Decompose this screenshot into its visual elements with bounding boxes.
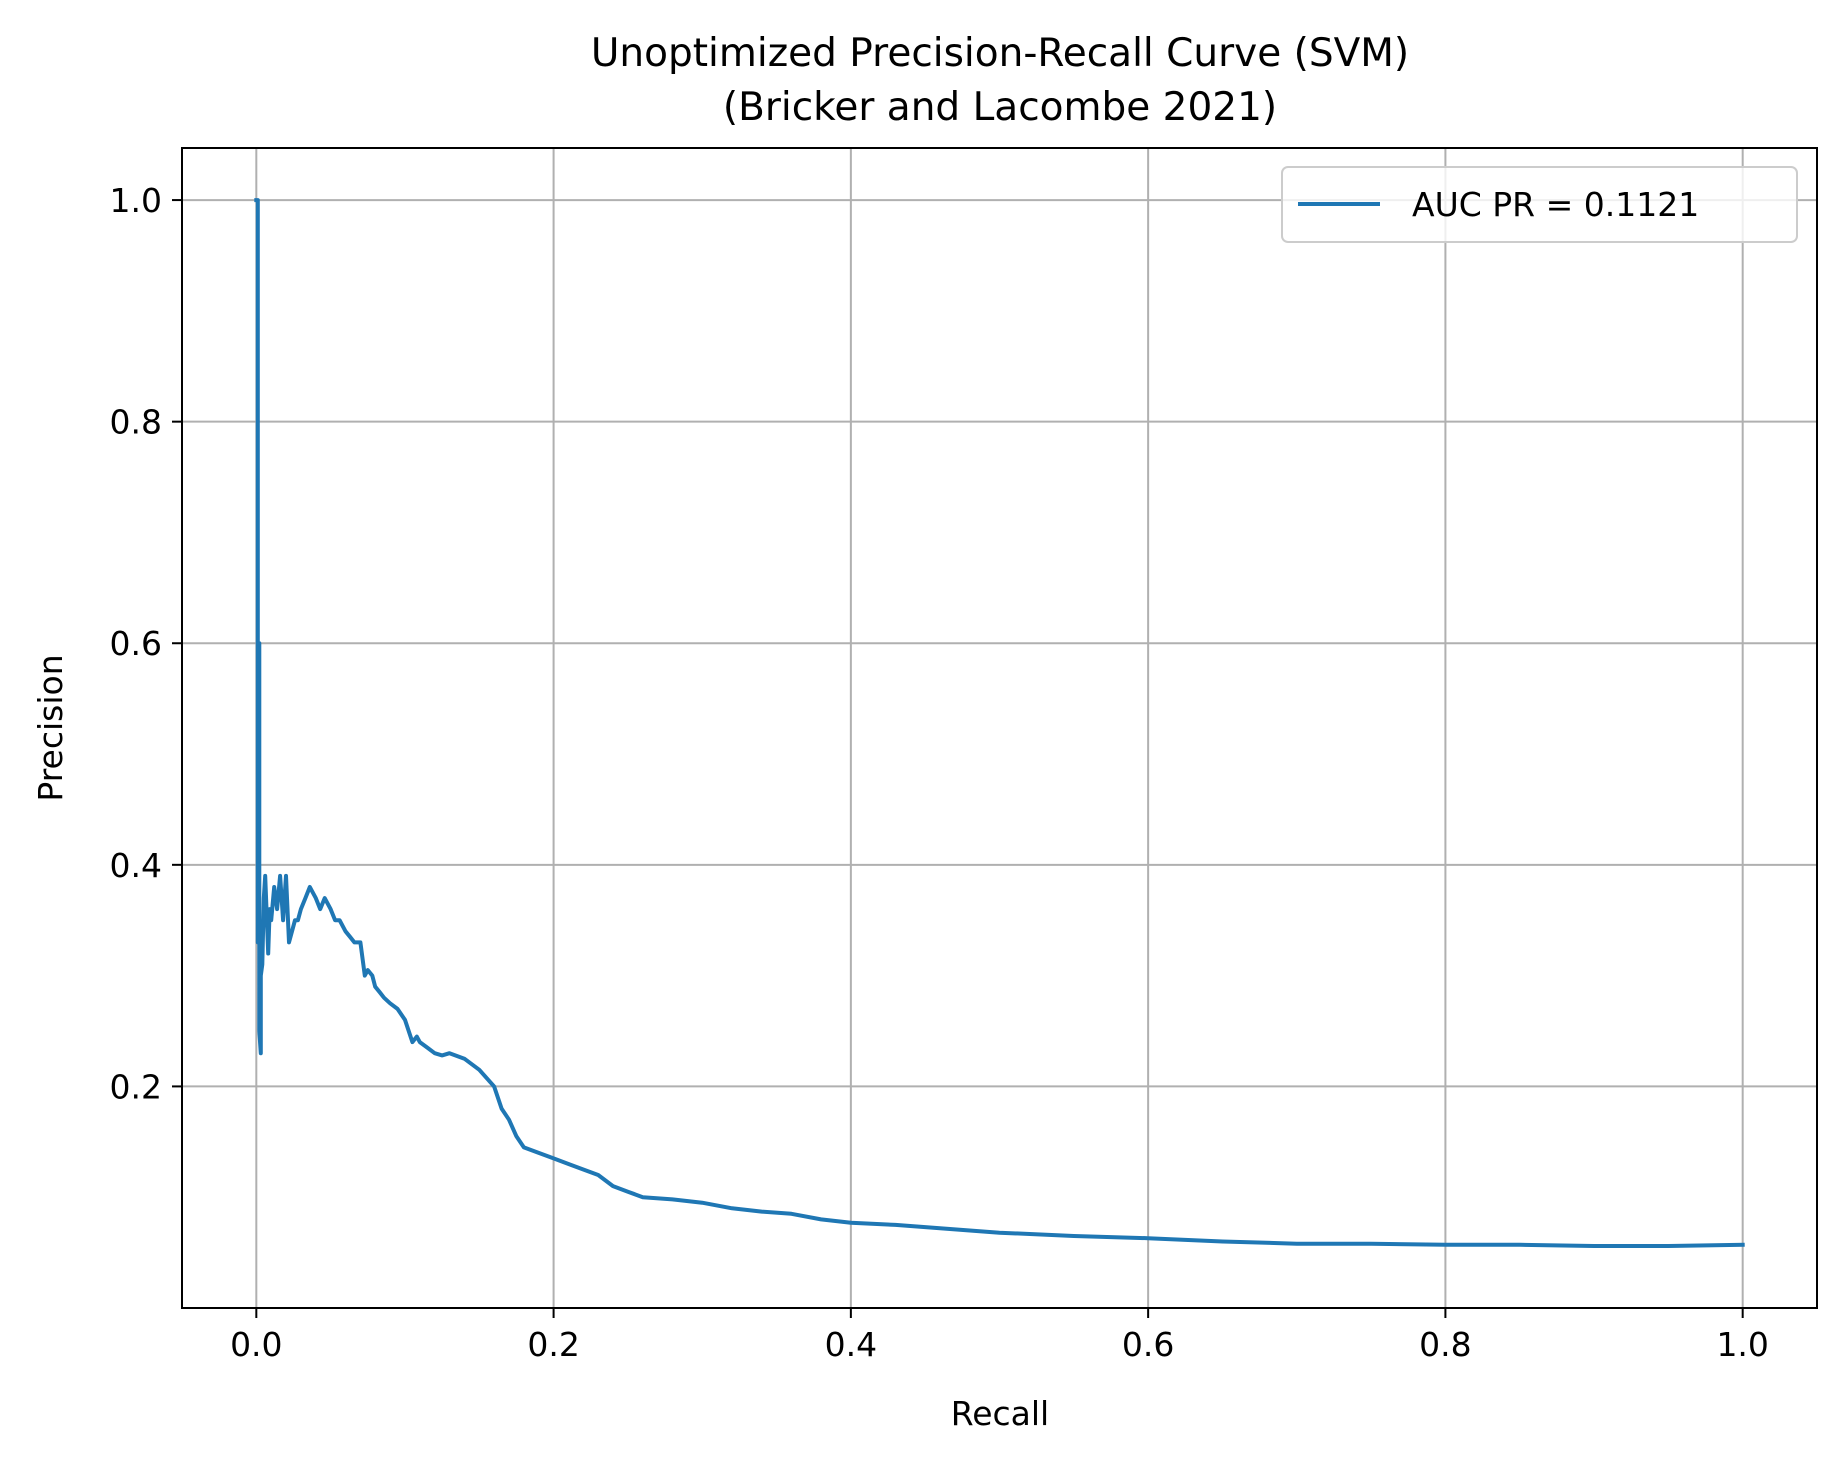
legend: AUC PR = 0.1121 — [1281, 166, 1798, 243]
x-tick-label: 0.6 — [1122, 1325, 1174, 1364]
x-tick-label: 0.4 — [825, 1325, 877, 1364]
x-tick-label: 1.0 — [1716, 1325, 1768, 1364]
chart-title: Unoptimized Precision-Recall Curve (SVM) — [591, 31, 1409, 76]
y-tick-label: 0.4 — [110, 846, 162, 885]
y-axis-label: Precision — [31, 654, 70, 801]
plot-area-frame — [181, 147, 1818, 1309]
x-tick-label: 0.2 — [527, 1325, 579, 1364]
x-tick-label: 0.8 — [1419, 1325, 1471, 1364]
y-tick-label: 1.0 — [110, 181, 162, 220]
legend-entry-label: AUC PR = 0.1121 — [1412, 185, 1699, 224]
x-tick-label: 0.0 — [230, 1325, 282, 1364]
x-axis-label: Recall — [951, 1394, 1049, 1433]
y-tick-label: 0.6 — [110, 624, 162, 663]
series-area — [254, 198, 1745, 1248]
y-tick-label: 0.2 — [110, 1067, 162, 1106]
axis-ticks: 0.0 0.2 0.4 0.6 0.8 1.0 0.2 0.4 0.6 0.8 1.0 — [110, 181, 1769, 1364]
chart-subtitle: (Bricker and Lacombe 2021) — [723, 85, 1277, 130]
y-tick-label: 0.8 — [110, 403, 162, 442]
series-line — [254, 198, 1745, 1248]
legend-frame — [1281, 166, 1798, 243]
